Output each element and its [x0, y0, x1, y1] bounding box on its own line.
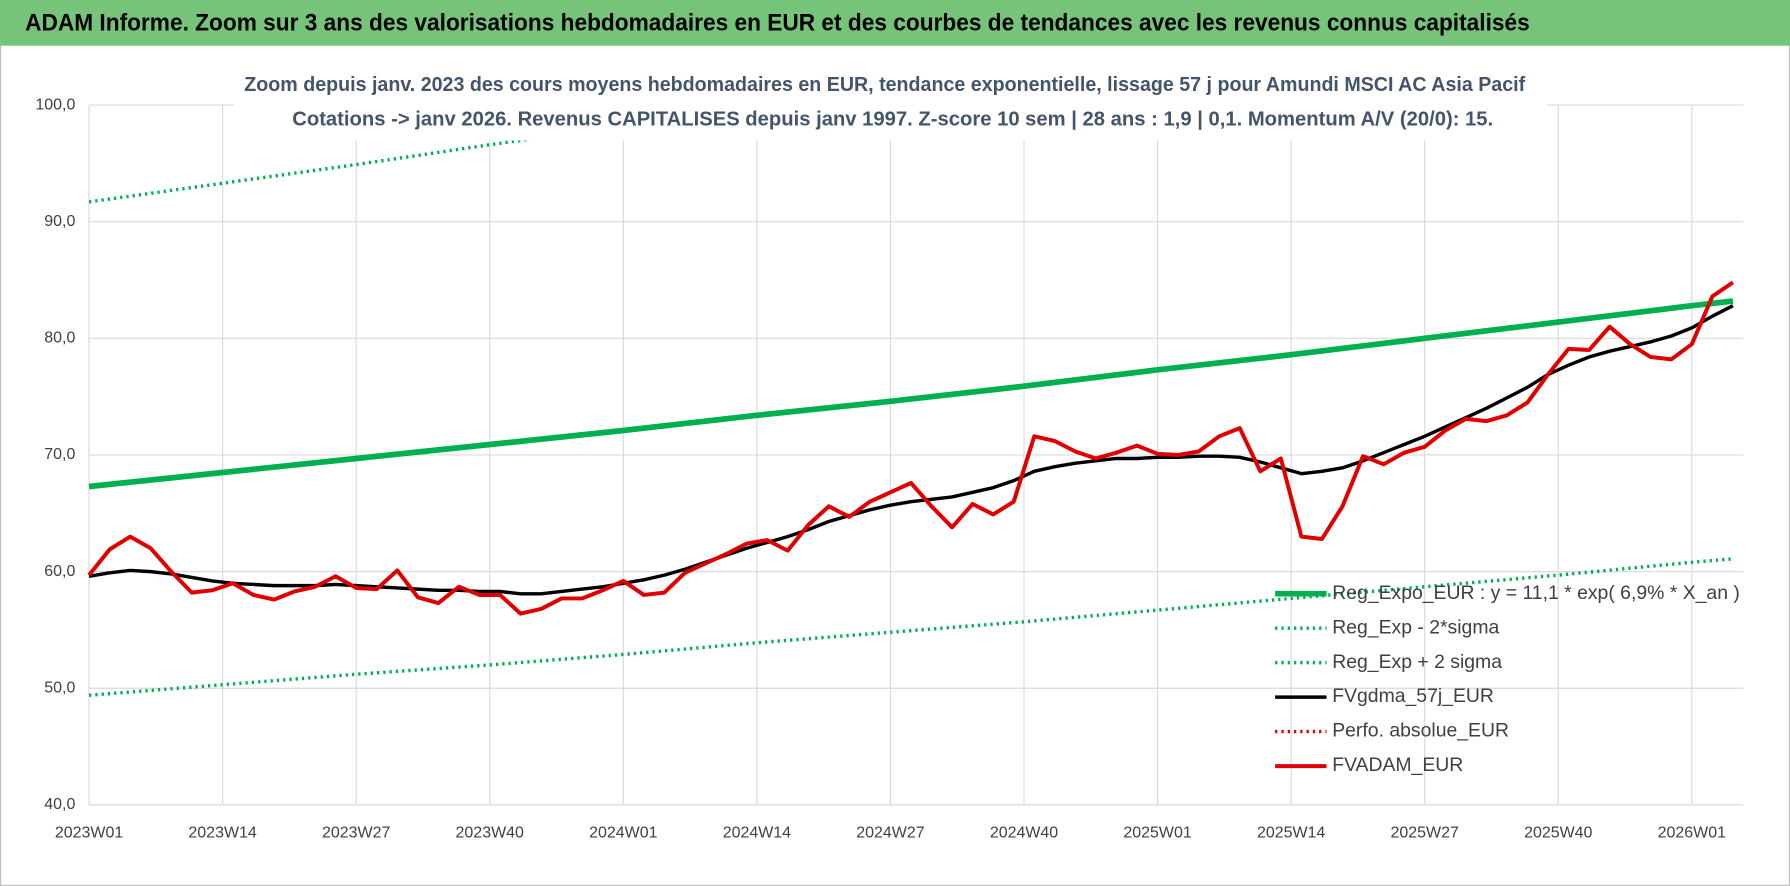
y-tick-label: 70,0 [44, 446, 75, 463]
chart-title: Zoom depuis janv. 2023 des cours moyens … [244, 73, 1525, 96]
legend: Reg_Expo_EUR : y = 11,1 * exp( 6,9% * X_… [1275, 582, 1740, 776]
plot [87, 98, 1735, 697]
y-tick-label: 100,0 [35, 96, 75, 113]
title-box [234, 62, 1547, 141]
series-line [88, 557, 1734, 697]
x-tick-label: 2023W14 [188, 825, 256, 842]
y-tick-label: 40,0 [44, 796, 75, 813]
x-tick-label: 2026W01 [1658, 825, 1726, 842]
legend-label: Reg_Exp - 2*sigma [1332, 616, 1499, 638]
x-tick-label: 2024W14 [723, 825, 791, 842]
legend-label: FVgdma_57j_EUR [1332, 685, 1494, 707]
x-tick-label: 2023W40 [456, 825, 524, 842]
x-tick-label: 2025W40 [1524, 825, 1592, 842]
x-tick-label: 2024W40 [990, 825, 1058, 842]
x-tick-label: 2023W01 [55, 825, 123, 842]
y-tick-label: 50,0 [44, 679, 75, 696]
chart-subtitle: Cotations -> janv 2026. Revenus CAPITALI… [292, 107, 1493, 130]
x-tick-label: 2024W01 [589, 825, 657, 842]
legend-label: Perfo. absolue_EUR [1332, 720, 1509, 742]
y-tick-label: 80,0 [44, 330, 75, 347]
x-tick-label: 2023W27 [322, 825, 390, 842]
series-line [87, 280, 1735, 616]
x-tick-label: 2025W27 [1391, 825, 1459, 842]
x-tick-label: 2025W01 [1123, 825, 1191, 842]
grid: 40,0 50,0 60,0 70,0 80,0 90,0 100,0 2023W01 2023… [35, 96, 1744, 842]
header-bar [0, 0, 1790, 46]
y-tick-label: 90,0 [44, 213, 75, 230]
legend-label: FVADAM_EUR [1332, 754, 1463, 776]
legend-label: Reg_Exp + 2 sigma [1332, 651, 1502, 673]
y-tick-label: 60,0 [44, 563, 75, 580]
x-tick-label: 2024W27 [856, 825, 924, 842]
legend-label: Reg_Expo_EUR : y = 11,1 * exp( 6,9% * X_… [1332, 582, 1740, 604]
series-line [88, 298, 1734, 490]
x-tick-label: 2025W14 [1257, 825, 1325, 842]
header: ADAM Informe. Zoom sur 3 ans des valoris… [25, 9, 1530, 36]
